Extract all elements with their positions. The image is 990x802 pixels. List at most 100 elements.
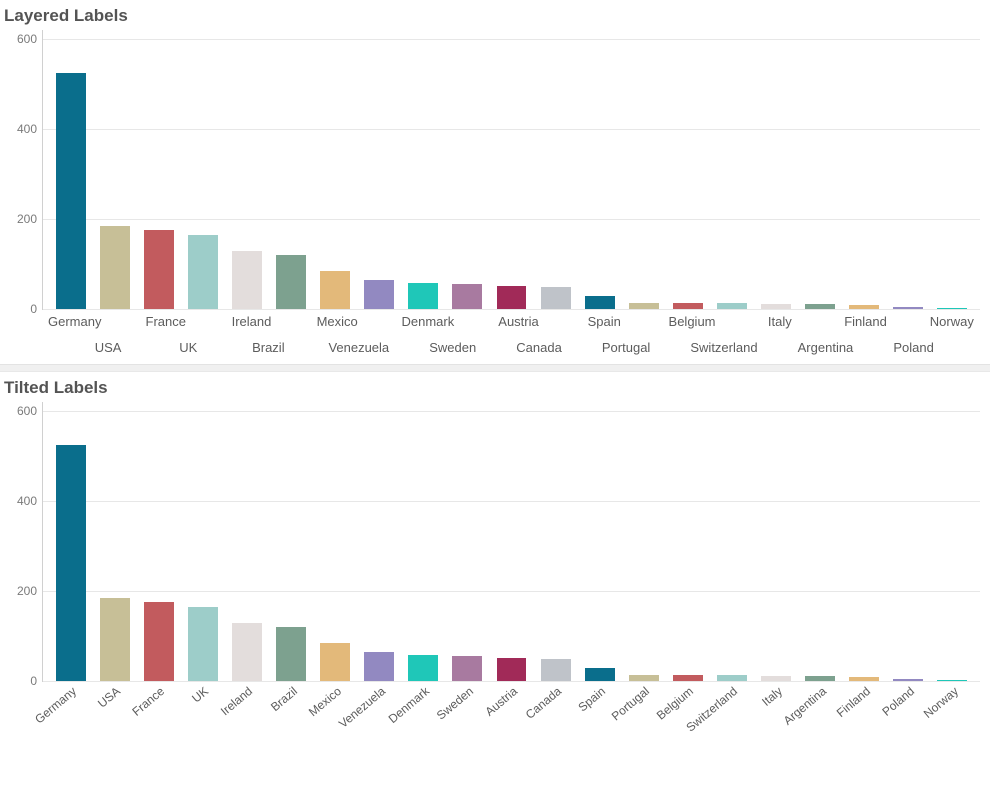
chart-plot-area: 0200400600 — [42, 30, 980, 310]
bar-usa[interactable] — [100, 226, 130, 309]
bar-portugal[interactable] — [629, 675, 659, 681]
chart-plot-area: 0200400600 — [42, 402, 980, 682]
bar-argentina[interactable] — [805, 304, 835, 309]
bar-brazil[interactable] — [276, 627, 306, 681]
bar-slot — [313, 30, 357, 309]
x-label — [273, 314, 316, 329]
x-label — [562, 340, 602, 355]
x-label: Norway — [930, 314, 974, 329]
bar-ireland[interactable] — [232, 251, 262, 309]
x-label: Brazil — [268, 682, 312, 752]
bar-slot — [534, 30, 578, 309]
x-label: Denmark — [401, 314, 454, 329]
bar-slot — [622, 30, 666, 309]
x-label: Spain — [583, 314, 626, 329]
x-label — [389, 340, 429, 355]
x-label — [187, 314, 230, 329]
bar-slot — [886, 402, 930, 681]
x-label — [716, 314, 759, 329]
x-label — [887, 314, 930, 329]
x-label — [853, 340, 893, 355]
bar-poland[interactable] — [893, 307, 923, 309]
x-label: Brazil — [248, 340, 288, 355]
bar-ireland[interactable] — [232, 623, 262, 681]
bar-poland[interactable] — [893, 679, 923, 681]
bar-finland[interactable] — [849, 677, 879, 681]
bar-switzerland[interactable] — [717, 303, 747, 309]
bar-canada[interactable] — [541, 659, 571, 682]
bar-germany[interactable] — [56, 445, 86, 681]
bar-belgium[interactable] — [673, 303, 703, 309]
bar-uk[interactable] — [188, 235, 218, 309]
bars-container — [43, 402, 980, 681]
bar-uk[interactable] — [188, 607, 218, 681]
bar-argentina[interactable] — [805, 676, 835, 681]
bar-italy[interactable] — [761, 676, 791, 681]
bar-denmark[interactable] — [408, 283, 438, 309]
x-label: France — [136, 682, 180, 752]
bar-france[interactable] — [144, 230, 174, 309]
bar-austria[interactable] — [497, 286, 527, 309]
bar-slot — [666, 402, 710, 681]
x-label: Germany — [48, 314, 101, 329]
x-label: Finland — [844, 314, 887, 329]
bar-austria[interactable] — [497, 658, 527, 681]
bar-slot — [622, 402, 666, 681]
x-label: Belgium — [669, 314, 716, 329]
bar-norway[interactable] — [937, 308, 967, 309]
bar-norway[interactable] — [937, 680, 967, 681]
chart-panel-layered: Layered Labels0200400600GermanyFranceIre… — [0, 0, 990, 364]
bar-slot — [49, 402, 93, 681]
panel-separator — [0, 364, 990, 372]
x-label: Poland — [893, 340, 933, 355]
bar-mexico[interactable] — [320, 271, 350, 309]
x-label — [934, 340, 974, 355]
y-tick-label: 400 — [17, 494, 43, 508]
x-label: Ireland — [224, 682, 268, 752]
bar-slot — [930, 402, 974, 681]
bar-slot — [754, 402, 798, 681]
bar-slot — [842, 402, 886, 681]
x-label: Argentina — [798, 340, 854, 355]
bar-canada[interactable] — [541, 287, 571, 310]
x-label: UK — [168, 340, 208, 355]
bar-germany[interactable] — [56, 73, 86, 309]
bar-denmark[interactable] — [408, 655, 438, 681]
x-label: Canada — [533, 682, 577, 752]
bar-slot — [710, 30, 754, 309]
bar-slot — [798, 30, 842, 309]
bar-usa[interactable] — [100, 598, 130, 681]
x-label — [540, 314, 583, 329]
bar-france[interactable] — [144, 602, 174, 681]
bar-slot — [93, 402, 137, 681]
x-label: USA — [88, 340, 128, 355]
x-label: Canada — [516, 340, 562, 355]
bar-sweden[interactable] — [452, 284, 482, 309]
x-label — [626, 314, 669, 329]
bar-belgium[interactable] — [673, 675, 703, 681]
x-label: UK — [180, 682, 224, 752]
bar-venezuela[interactable] — [364, 280, 394, 309]
x-label — [801, 314, 844, 329]
y-tick-label: 200 — [17, 212, 43, 226]
x-label: Venezuela — [328, 340, 389, 355]
bar-slot — [401, 402, 445, 681]
y-tick-label: 400 — [17, 122, 43, 136]
bar-spain[interactable] — [585, 296, 615, 309]
bar-brazil[interactable] — [276, 255, 306, 309]
bar-finland[interactable] — [849, 305, 879, 309]
bar-sweden[interactable] — [452, 656, 482, 681]
x-label: Argentina — [798, 682, 842, 752]
x-label: Mexico — [316, 314, 359, 329]
bar-switzerland[interactable] — [717, 675, 747, 681]
bar-slot — [666, 30, 710, 309]
x-label — [288, 340, 328, 355]
bar-venezuela[interactable] — [364, 652, 394, 681]
bar-italy[interactable] — [761, 304, 791, 309]
bar-slot — [489, 30, 533, 309]
bar-spain[interactable] — [585, 668, 615, 681]
x-label: USA — [92, 682, 136, 752]
bar-mexico[interactable] — [320, 643, 350, 681]
bar-portugal[interactable] — [629, 303, 659, 309]
x-label — [476, 340, 516, 355]
